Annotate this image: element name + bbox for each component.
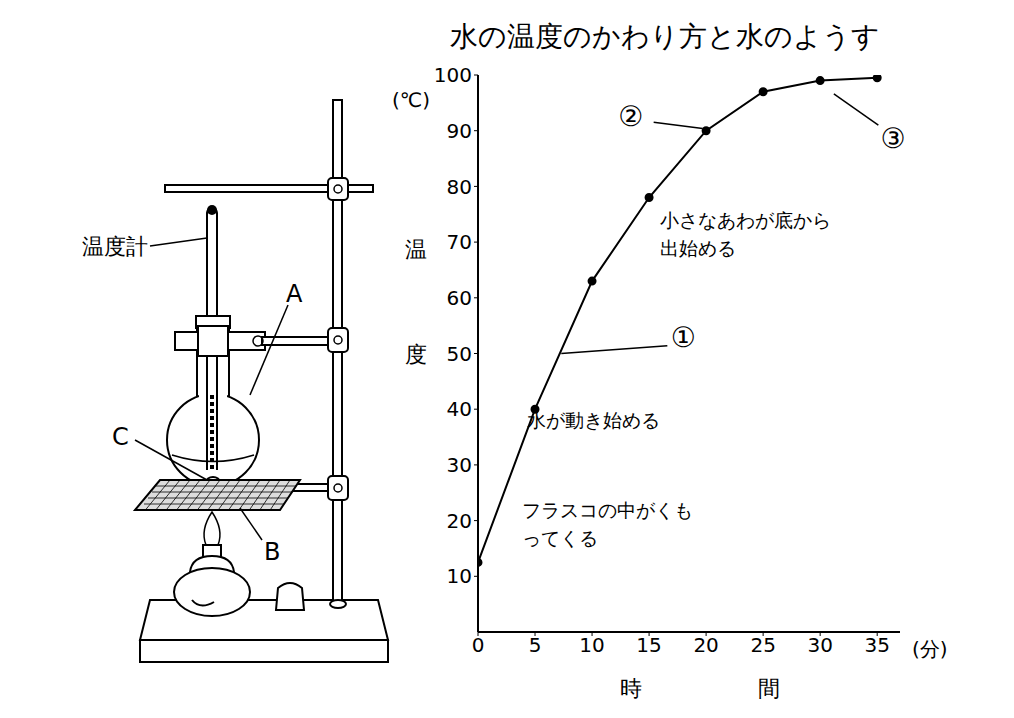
svg-text:40: 40	[447, 397, 472, 421]
html-text:出始める: 出始める	[660, 236, 737, 259]
html-text:間: 間	[758, 676, 780, 701]
svg-text:60: 60	[447, 286, 472, 310]
svg-text:0: 0	[472, 633, 485, 657]
html-text:小さなあわが底から: 小さなあわが底から	[660, 208, 832, 231]
svg-text:30: 30	[807, 633, 832, 657]
html-text:水が動き始める: 水が動き始める	[527, 409, 660, 432]
svg-text:B: B	[264, 538, 280, 566]
svg-text:35: 35	[864, 633, 889, 657]
svg-text:10: 10	[447, 564, 472, 588]
svg-text:温度計: 温度計	[82, 234, 148, 259]
html-text:①: ①	[670, 320, 696, 354]
html-text:水の温度のかわり方と水のようす: 水の温度のかわり方と水のようす	[450, 20, 880, 53]
svg-text:70: 70	[447, 230, 472, 254]
svg-text:20: 20	[693, 633, 718, 657]
svg-text:100: 100	[434, 63, 472, 87]
html-text:ってくる: ってくる	[522, 526, 599, 549]
svg-text:90: 90	[447, 119, 472, 143]
svg-text:80: 80	[447, 175, 472, 199]
html-text:度: 度	[405, 342, 427, 367]
svg-text:5: 5	[529, 633, 542, 657]
html-text:③: ③	[880, 122, 906, 155]
svg-text:A: A	[286, 280, 303, 308]
svg-text:C: C	[112, 423, 129, 451]
svg-text:15: 15	[636, 633, 661, 657]
svg-text:10: 10	[579, 633, 604, 657]
html-text:(分): (分)	[912, 637, 948, 661]
svg-text:30: 30	[447, 453, 472, 477]
html-text:時: 時	[620, 676, 642, 701]
svg-text:50: 50	[447, 342, 472, 366]
svg-text:25: 25	[750, 633, 775, 657]
svg-text:20: 20	[447, 509, 472, 533]
html-text:②: ②	[618, 99, 644, 133]
html-text:フラスコの中がくも: フラスコの中がくも	[522, 498, 694, 521]
html-text:温: 温	[405, 237, 427, 262]
